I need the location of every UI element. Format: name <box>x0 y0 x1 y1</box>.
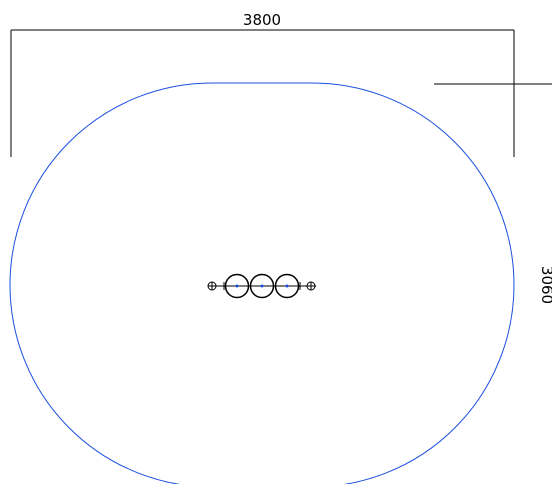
center-dot <box>285 284 289 288</box>
height-label: 3060 <box>538 266 552 304</box>
ring <box>224 273 250 299</box>
center-dot <box>235 284 239 288</box>
ring <box>274 273 300 299</box>
height-dimension: 3060 <box>434 83 552 304</box>
fixture <box>207 273 316 299</box>
width-label: 3800 <box>243 11 281 29</box>
ring <box>249 273 275 299</box>
width-dimension: 3800 <box>10 11 515 157</box>
outline <box>9 82 515 484</box>
center-dot <box>260 284 264 288</box>
